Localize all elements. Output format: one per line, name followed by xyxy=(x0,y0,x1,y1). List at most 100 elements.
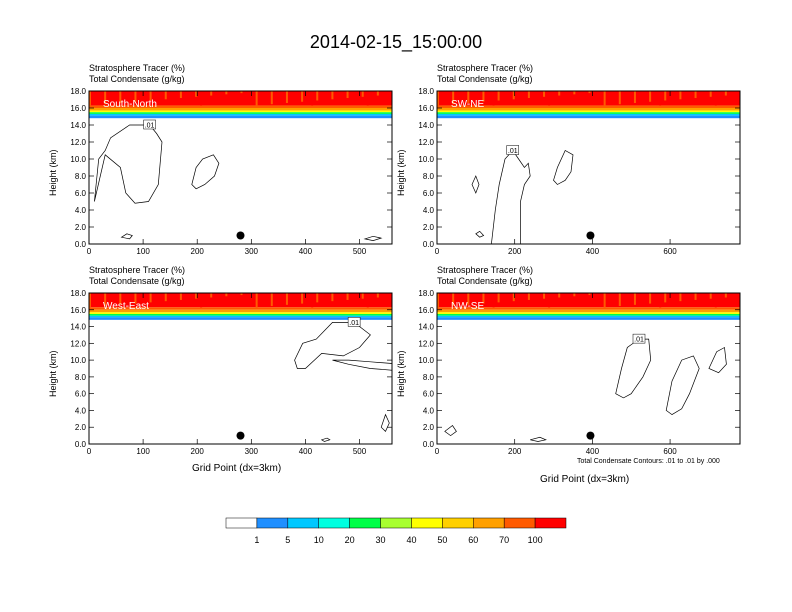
tracer-stripe xyxy=(578,91,581,103)
tracer-band xyxy=(89,113,392,116)
tracer-stripe xyxy=(447,293,450,298)
tracer-stripe xyxy=(220,91,223,100)
tracer-band xyxy=(437,307,740,310)
tracer-stripe xyxy=(674,293,677,307)
tracer-stripe xyxy=(532,293,535,296)
colorbar-label: 30 xyxy=(375,535,386,545)
tracer-stripe xyxy=(316,91,319,101)
tracer-stripe xyxy=(205,91,208,101)
tracer-stripe xyxy=(291,293,293,300)
condensate-contour xyxy=(94,124,163,204)
tracer-stripe xyxy=(174,91,177,103)
tracer-stripe xyxy=(351,91,354,94)
tracer-stripe xyxy=(195,91,198,97)
tracer-stripe xyxy=(644,293,647,296)
tracer-stripe xyxy=(139,293,142,299)
y-tick-label: 14.0 xyxy=(70,121,86,130)
y-tick-label: 6.0 xyxy=(423,390,435,399)
x-tick-label: 300 xyxy=(245,447,259,456)
header-line-tracer: Stratosphere Tracer (%) xyxy=(437,265,534,275)
tracer-stripe xyxy=(381,91,384,105)
header-line-tracer: Stratosphere Tracer (%) xyxy=(89,265,186,275)
tracer-stripe xyxy=(245,91,248,102)
tracer-stripe xyxy=(548,91,551,106)
colorbar-label: 60 xyxy=(468,535,479,545)
location-marker xyxy=(236,431,245,440)
tracer-stripe xyxy=(573,91,576,95)
header-line-condensate: Total Condensate (g/kg) xyxy=(437,74,533,84)
colorbar-label: 50 xyxy=(437,535,448,545)
tracer-stripe xyxy=(311,91,314,106)
tracer-stripe xyxy=(260,293,263,303)
x-tick-label: 600 xyxy=(663,247,677,256)
tracer-stripe xyxy=(210,293,213,298)
y-tick-label: 12.0 xyxy=(70,138,86,147)
panel-nw-se: .01 NW-SE 0.0 2.0 4.0 6.0 8.0 10.0 12.0 14.0 16.0 1… xyxy=(418,289,741,456)
tracer-stripe xyxy=(457,91,460,100)
tracer-stripe xyxy=(679,91,682,100)
tracer-stripe xyxy=(608,293,611,303)
x-tick-label: 300 xyxy=(245,247,259,256)
tracer-stripe xyxy=(543,293,546,299)
tracer-stripe xyxy=(517,91,520,95)
tracer-stripe xyxy=(184,293,187,296)
y-tick-label: 0.0 xyxy=(423,440,435,449)
tracer-stripe xyxy=(472,91,475,99)
colorbar-swatch xyxy=(225,517,258,529)
tracer-stripe xyxy=(149,91,152,101)
x-tick-label: 200 xyxy=(508,447,522,456)
y-tick-label: 14.0 xyxy=(418,323,434,332)
tracer-stripe xyxy=(527,91,530,99)
y-tick-label: 6.0 xyxy=(75,189,87,198)
tracer-stripe xyxy=(296,293,299,296)
x-tick-label: 600 xyxy=(663,447,677,456)
tracer-stripe xyxy=(719,91,722,101)
y-tick-label: 12.0 xyxy=(418,339,434,348)
tracer-stripe xyxy=(341,91,344,103)
panel-name-label: West-East xyxy=(103,301,149,312)
tracer-stripe xyxy=(341,293,344,305)
tracer-stripe xyxy=(326,91,329,105)
tracer-band xyxy=(437,105,740,108)
tracer-stripe xyxy=(477,293,480,296)
tracer-stripe xyxy=(724,91,727,96)
contour-footnote: Total Condensate Contours: .01 to .01 by… xyxy=(577,458,720,465)
tracer-stripe xyxy=(659,91,662,106)
y-tick-label: 0.0 xyxy=(75,240,87,249)
plot-frame xyxy=(436,292,741,445)
panel-south-north: .01 South-North 0.0 2.0 4.0 6.0 8.0 10.0 12.0 14.… xyxy=(70,87,393,256)
tracer-stripe xyxy=(260,91,263,101)
colorbar-swatch xyxy=(442,517,474,529)
tracer-stripe xyxy=(734,293,737,302)
tracer-band xyxy=(437,115,740,119)
tracer-stripe xyxy=(119,293,122,305)
tracer-stripe xyxy=(709,91,712,97)
tracer-stripe xyxy=(532,91,535,94)
x-tick-label: 500 xyxy=(353,247,367,256)
tracer-stripe xyxy=(583,293,586,300)
colorbar-swatch xyxy=(380,517,412,529)
condensate-contour xyxy=(191,154,220,190)
location-marker xyxy=(236,231,245,240)
tracer-stripe xyxy=(588,293,591,296)
tracer-stripe xyxy=(437,293,439,308)
tracer-band xyxy=(89,312,392,314)
tracer-band xyxy=(89,110,392,113)
condensate-contour xyxy=(491,149,531,245)
tracer-stripe xyxy=(457,293,460,302)
tracer-stripe xyxy=(179,91,182,99)
tracer-stripe xyxy=(164,293,167,302)
tracer-stripe xyxy=(134,91,137,102)
tracer-stripe xyxy=(144,293,147,308)
tracer-stripe xyxy=(230,293,233,305)
tracer-stripe xyxy=(462,91,465,95)
tracer-stripe xyxy=(346,293,349,300)
tracer-band xyxy=(89,108,392,111)
tracer-stripe xyxy=(119,91,122,103)
tracer-stripe xyxy=(502,293,505,298)
tracer-stripe xyxy=(442,91,445,101)
tracer-stripe xyxy=(442,293,445,303)
y-tick-label: 10.0 xyxy=(70,356,86,365)
tracer-stripe xyxy=(608,91,611,101)
condensate-contour xyxy=(615,338,652,399)
